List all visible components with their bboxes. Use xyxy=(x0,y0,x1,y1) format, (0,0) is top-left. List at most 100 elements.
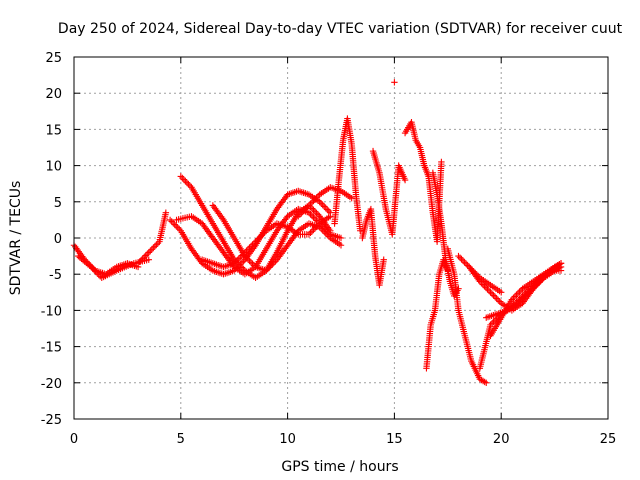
y-tick-label: 20 xyxy=(45,87,62,102)
data-point xyxy=(234,257,241,264)
data-point xyxy=(462,260,470,268)
x-tick-label: 15 xyxy=(386,432,403,447)
data-point xyxy=(557,267,565,274)
data-point xyxy=(522,292,530,299)
data-points xyxy=(70,79,565,386)
grid xyxy=(74,57,608,419)
data-point xyxy=(310,214,317,221)
data-point xyxy=(185,181,192,188)
data-point xyxy=(498,289,505,296)
data-point xyxy=(322,230,329,237)
data-point xyxy=(487,321,494,329)
data-point xyxy=(147,247,154,255)
data-point xyxy=(302,205,310,212)
data-point xyxy=(485,287,493,294)
data-point xyxy=(89,265,96,272)
data-point xyxy=(314,192,322,200)
data-point xyxy=(266,264,273,271)
data-point xyxy=(516,288,523,295)
chart-title: Day 250 of 2024, Sidereal Day-to-day VTE… xyxy=(58,21,623,37)
data-point xyxy=(521,293,528,301)
data-point xyxy=(484,285,491,293)
data-point xyxy=(337,242,345,249)
data-point xyxy=(534,279,542,287)
data-point xyxy=(310,206,317,214)
data-point xyxy=(162,209,170,216)
data-point xyxy=(150,244,157,252)
series-sat-p xyxy=(429,169,462,300)
data-point xyxy=(510,294,517,302)
data-point xyxy=(137,257,145,264)
data-point xyxy=(536,278,543,285)
data-point xyxy=(324,231,331,239)
data-point xyxy=(308,205,316,212)
data-point xyxy=(237,253,244,261)
data-point xyxy=(176,226,183,233)
data-point xyxy=(250,239,258,247)
data-point xyxy=(380,256,387,263)
data-point xyxy=(494,296,502,304)
series-sat-c xyxy=(134,209,170,267)
data-point xyxy=(151,243,159,250)
series-sat-v xyxy=(483,260,565,321)
data-point xyxy=(313,217,320,224)
data-point xyxy=(513,291,520,299)
data-point xyxy=(310,197,317,204)
data-point xyxy=(173,222,180,230)
data-point xyxy=(479,281,487,288)
data-point xyxy=(179,174,186,182)
data-point xyxy=(90,266,98,274)
data-point xyxy=(455,252,462,260)
data-point xyxy=(182,177,189,185)
data-point xyxy=(544,270,551,277)
data-point xyxy=(246,244,253,252)
data-point xyxy=(298,209,305,217)
data-point xyxy=(319,201,326,209)
x-tick-labels: 0 5 10 15 20 25 xyxy=(70,432,616,447)
data-point xyxy=(235,255,242,262)
data-point xyxy=(304,203,311,211)
data-point xyxy=(348,194,355,202)
data-point xyxy=(139,255,146,262)
data-point xyxy=(180,176,188,183)
data-point xyxy=(296,211,304,218)
data-point xyxy=(317,225,325,232)
y-tick-label: 10 xyxy=(45,160,62,175)
data-point xyxy=(295,213,302,220)
data-point xyxy=(518,296,525,304)
data-point xyxy=(508,296,516,303)
data-point xyxy=(256,233,264,241)
data-point xyxy=(516,298,524,305)
data-point xyxy=(305,202,313,209)
data-point xyxy=(237,262,244,270)
data-point xyxy=(140,253,148,261)
data-point xyxy=(530,284,537,291)
data-point xyxy=(325,207,332,215)
data-point xyxy=(308,228,316,235)
data-point xyxy=(322,204,329,212)
data-point xyxy=(301,206,308,214)
data-point xyxy=(539,275,546,282)
data-point xyxy=(183,179,191,186)
data-point xyxy=(244,256,252,263)
y-tick-label: -15 xyxy=(41,341,62,356)
x-axis-title: GPS time / hours xyxy=(281,459,398,475)
data-point xyxy=(324,206,331,213)
data-point xyxy=(307,229,314,237)
data-point xyxy=(537,276,545,284)
data-point xyxy=(134,260,142,267)
data-point xyxy=(169,219,177,227)
data-point xyxy=(313,209,320,217)
data-point xyxy=(321,228,328,235)
data-point xyxy=(481,282,488,290)
data-point xyxy=(545,268,553,276)
data-point xyxy=(272,258,279,265)
data-point xyxy=(458,256,465,263)
data-point xyxy=(488,320,496,327)
data-point xyxy=(177,173,184,180)
y-tick-label: -10 xyxy=(41,304,62,319)
data-point xyxy=(482,284,490,291)
data-point xyxy=(92,268,99,275)
data-point xyxy=(531,282,539,290)
y-tick-label: 15 xyxy=(45,123,62,138)
